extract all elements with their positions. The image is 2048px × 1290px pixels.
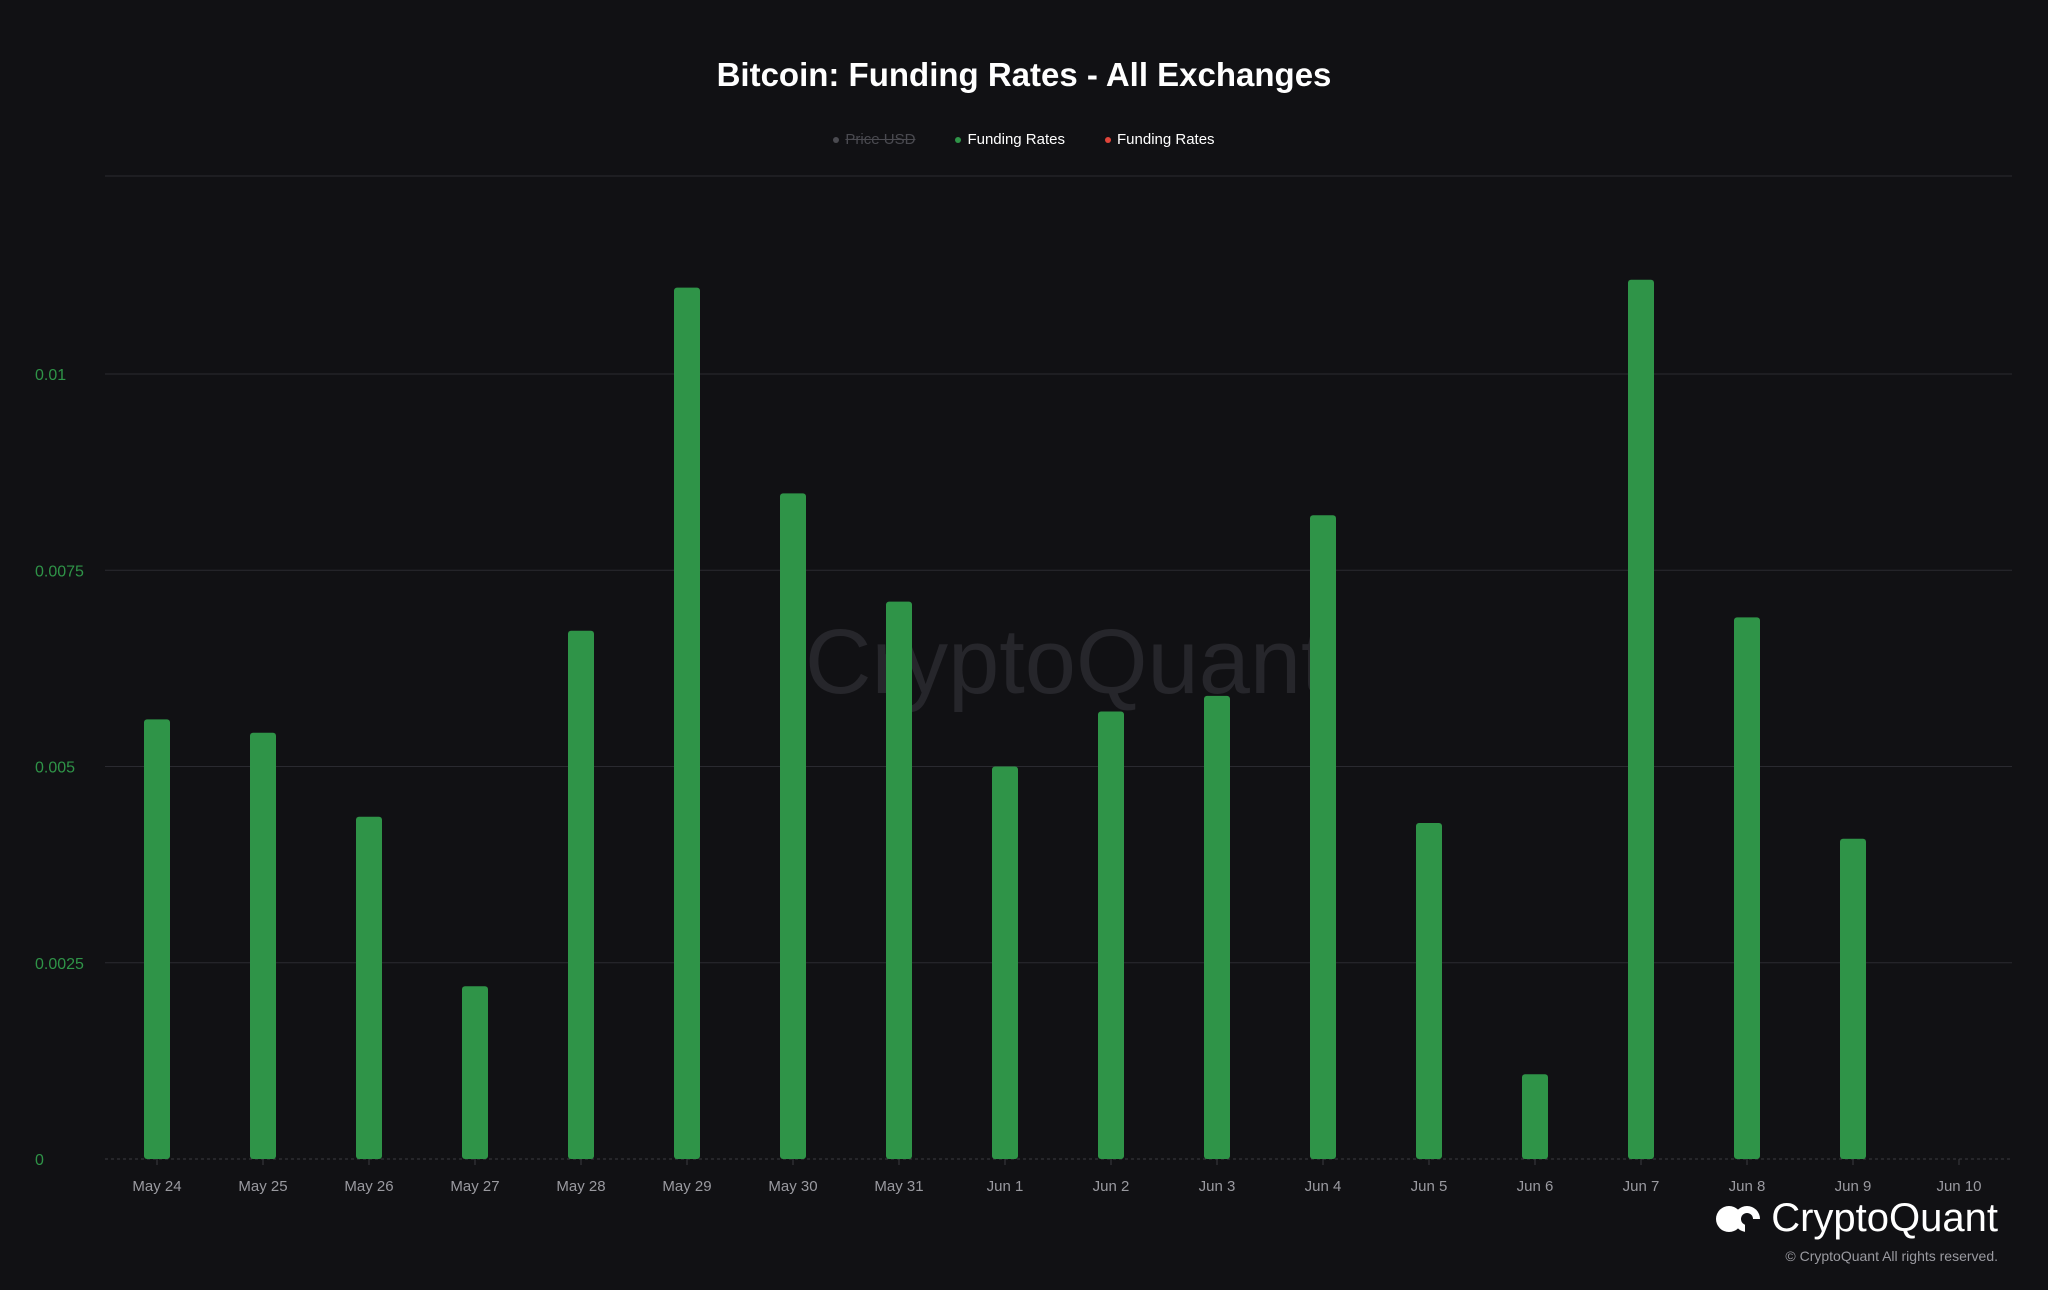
bar <box>568 630 594 1159</box>
bar <box>992 766 1018 1159</box>
bar <box>886 601 912 1159</box>
x-tick-label: Jun 2 <box>1093 1178 1130 1195</box>
x-tick-label: May 26 <box>344 1178 393 1195</box>
x-tick-label: May 30 <box>768 1178 817 1195</box>
x-tick-label: Jun 3 <box>1199 1178 1236 1195</box>
bar <box>1840 838 1866 1159</box>
x-tick-label: Jun 9 <box>1835 1178 1872 1195</box>
x-tick-label: Jun 5 <box>1411 1178 1448 1195</box>
cryptoquant-logo-icon <box>1716 1205 1762 1235</box>
x-tick-label: May 27 <box>450 1178 499 1195</box>
legend-item-funding-rates-positive[interactable]: Funding Rates <box>955 131 1065 148</box>
x-tick-label: Jun 6 <box>1517 1178 1554 1195</box>
legend-dot-icon <box>955 136 962 143</box>
bar <box>144 719 170 1159</box>
brand-name: CryptoQuant <box>1771 1196 1998 1240</box>
y-tick-label: 0 <box>35 1152 44 1169</box>
x-tick-label: Jun 8 <box>1729 1178 1766 1195</box>
legend-dot-icon <box>833 136 840 143</box>
bar <box>462 986 488 1159</box>
x-tick-label: Jun 7 <box>1623 1178 1660 1195</box>
y-tick-label: 0.01 <box>35 367 66 384</box>
copyright: © CryptoQuant All rights reserved. <box>1785 1248 1998 1264</box>
legend-label: Price USD <box>845 131 916 148</box>
bar <box>1204 695 1230 1159</box>
x-tick-label: Jun 4 <box>1305 1178 1342 1195</box>
x-tick-label: May 31 <box>874 1178 923 1195</box>
y-tick-label: 0.0075 <box>35 563 84 580</box>
bar <box>780 493 806 1159</box>
legend-item-price-usd[interactable]: Price USD <box>833 131 915 148</box>
legend-label: Funding Rates <box>1117 131 1215 148</box>
bar <box>356 816 382 1159</box>
bar <box>250 732 276 1159</box>
x-tick-label: May 28 <box>556 1178 605 1195</box>
legend: Price USD Funding Rates Funding Rates <box>0 131 2048 148</box>
x-tick-label: Jun 1 <box>987 1178 1024 1195</box>
legend-dot-icon <box>1105 136 1111 143</box>
legend-label: Funding Rates <box>967 131 1065 148</box>
bar <box>1098 711 1124 1159</box>
bar <box>1522 1074 1548 1159</box>
bar <box>1310 515 1336 1159</box>
y-tick-label: 0.0025 <box>35 956 84 973</box>
x-tick-label: May 29 <box>662 1178 711 1195</box>
bar <box>1734 617 1760 1159</box>
brand-logo: CryptoQuant <box>1715 1196 1998 1241</box>
bar <box>1628 279 1654 1159</box>
chart-title: Bitcoin: Funding Rates - All Exchanges <box>716 56 1332 93</box>
bar <box>1416 823 1442 1159</box>
x-tick-label: May 24 <box>132 1178 181 1195</box>
y-tick-label: 0.005 <box>35 760 75 777</box>
legend-item-funding-rates-negative[interactable]: Funding Rates <box>1105 131 1215 148</box>
x-tick-label: Jun 10 <box>1936 1178 1981 1195</box>
x-tick-label: May 25 <box>238 1178 287 1195</box>
bar <box>674 287 700 1159</box>
